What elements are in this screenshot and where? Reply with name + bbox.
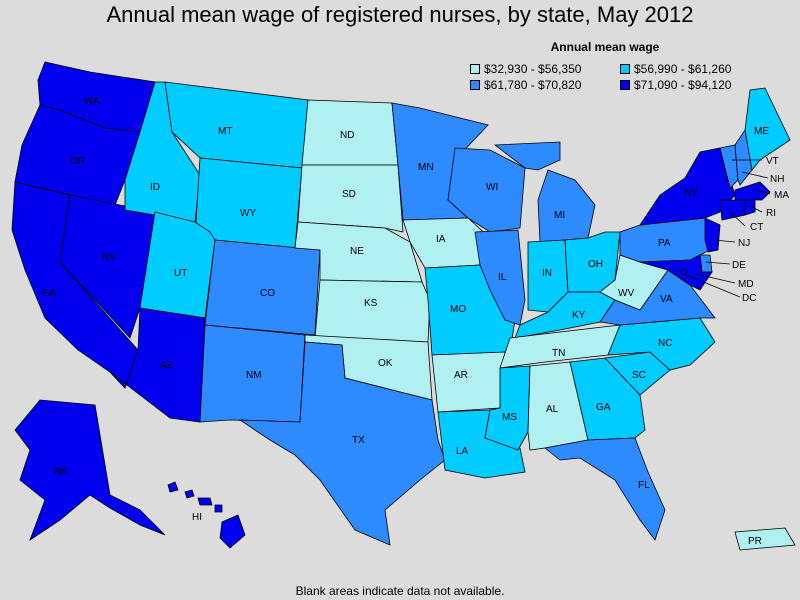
- label-NJ: NJ: [738, 238, 750, 249]
- label-IA: IA: [436, 234, 446, 245]
- leader-MD: [695, 273, 736, 284]
- label-GA: GA: [596, 402, 611, 413]
- label-AR: AR: [454, 370, 468, 381]
- label-AZ: AZ: [160, 360, 173, 371]
- legend-swatch-0: [470, 64, 480, 74]
- state-AR[interactable]: [431, 351, 506, 413]
- legend-label-3: $71,090 - $94,120: [634, 78, 732, 92]
- label-VA: VA: [660, 294, 673, 305]
- legend-swatch-1: [620, 64, 630, 74]
- leader-NJ: [713, 239, 736, 243]
- leader-DC: [683, 273, 741, 298]
- label-TN: TN: [552, 348, 565, 359]
- label-MN: MN: [418, 162, 434, 173]
- leader-RI: [749, 205, 763, 213]
- state-PR[interactable]: [734, 527, 796, 551]
- label-NY: NY: [684, 188, 698, 199]
- footnote: Blank areas indicate data not available.: [295, 584, 505, 598]
- label-KY: KY: [572, 310, 586, 321]
- label-MI: MI: [554, 210, 565, 221]
- legend-item-0: $32,930 - $56,350: [470, 62, 620, 76]
- label-AK: AK: [54, 466, 68, 477]
- legend-item-2: $61,780 - $70,820: [470, 78, 620, 92]
- state-MA[interactable]: [734, 181, 771, 201]
- label-UT: UT: [174, 268, 187, 279]
- state-NJ[interactable]: [704, 217, 721, 253]
- label-OH: OH: [588, 259, 603, 270]
- label-CA: CA: [42, 288, 56, 299]
- legend: Annual mean wage $32,930 - $56,350 $56,9…: [470, 40, 770, 92]
- state-NY[interactable]: [639, 147, 736, 226]
- label-NH: NH: [770, 174, 784, 185]
- label-KS: KS: [364, 298, 378, 309]
- label-CT: CT: [750, 222, 763, 233]
- label-LA: LA: [456, 446, 469, 457]
- page-title: Annual mean wage of registered nurses, b…: [106, 2, 694, 27]
- legend-item-3: $71,090 - $94,120: [620, 78, 770, 92]
- label-NM: NM: [246, 370, 262, 381]
- state-DC[interactable]: [680, 268, 688, 276]
- leader-DE: [705, 261, 731, 265]
- legend-swatch-2: [470, 80, 480, 90]
- label-OK: OK: [378, 358, 393, 369]
- label-SD: SD: [342, 189, 356, 200]
- label-MS: MS: [502, 412, 517, 423]
- legend-item-1: $56,990 - $61,260: [620, 62, 770, 76]
- label-OR: OR: [70, 156, 85, 167]
- state-IL[interactable]: [474, 229, 526, 326]
- leader-NH: [741, 171, 769, 179]
- state-RI[interactable]: [744, 199, 756, 216]
- label-DC: DC: [742, 293, 756, 304]
- state-ME[interactable]: [744, 87, 791, 171]
- label-PR: PR: [748, 536, 762, 547]
- legend-label-1: $56,990 - $61,260: [634, 62, 732, 76]
- label-MD: MD: [738, 279, 754, 290]
- state-MD[interactable]: [639, 254, 713, 291]
- state-AK[interactable]: [14, 399, 166, 542]
- label-MT: MT: [218, 126, 232, 137]
- legend-title: Annual mean wage: [550, 40, 660, 54]
- leader-MA: [754, 189, 771, 195]
- label-DE: DE: [732, 260, 746, 271]
- label-ME: ME: [754, 126, 769, 137]
- label-NE: NE: [350, 246, 364, 257]
- label-SC: SC: [632, 370, 646, 381]
- state-labels: WA OR CA NV AZ AK HI NY MA CT RI NJ MD D…: [42, 96, 789, 547]
- label-WA: WA: [84, 96, 100, 107]
- label-MA: MA: [774, 190, 789, 201]
- label-VT: VT: [766, 156, 779, 167]
- state-FL[interactable]: [544, 437, 666, 541]
- label-ND: ND: [340, 130, 354, 141]
- legend-label-2: $61,780 - $70,820: [484, 78, 582, 92]
- state-WI[interactable]: [447, 147, 526, 233]
- label-RI: RI: [766, 208, 776, 219]
- legend-swatch-3: [620, 80, 630, 90]
- label-HI: HI: [192, 512, 202, 523]
- label-WY: WY: [240, 208, 256, 219]
- label-TX: TX: [352, 435, 365, 446]
- label-IN: IN: [542, 268, 552, 279]
- label-IL: IL: [498, 272, 507, 283]
- label-AL: AL: [546, 404, 559, 415]
- label-NV: NV: [102, 252, 116, 263]
- label-ID: ID: [150, 182, 160, 193]
- label-PA: PA: [658, 238, 671, 249]
- legend-grid: $32,930 - $56,350 $56,990 - $61,260 $61,…: [470, 62, 770, 92]
- state-CT[interactable]: [719, 199, 746, 221]
- state-SD[interactable]: [297, 164, 404, 233]
- state-NH[interactable]: [734, 128, 753, 186]
- leader-CT: [729, 211, 746, 227]
- label-NC: NC: [658, 338, 672, 349]
- label-WV: WV: [618, 288, 634, 299]
- state-HI[interactable]: [167, 481, 246, 549]
- label-MO: MO: [450, 304, 466, 315]
- state-KS[interactable]: [314, 279, 431, 343]
- state-TX[interactable]: [238, 341, 446, 546]
- label-WI: WI: [486, 182, 498, 193]
- label-FL: FL: [638, 480, 650, 491]
- legend-label-0: $32,930 - $56,350: [484, 62, 582, 76]
- label-CO: CO: [260, 288, 275, 299]
